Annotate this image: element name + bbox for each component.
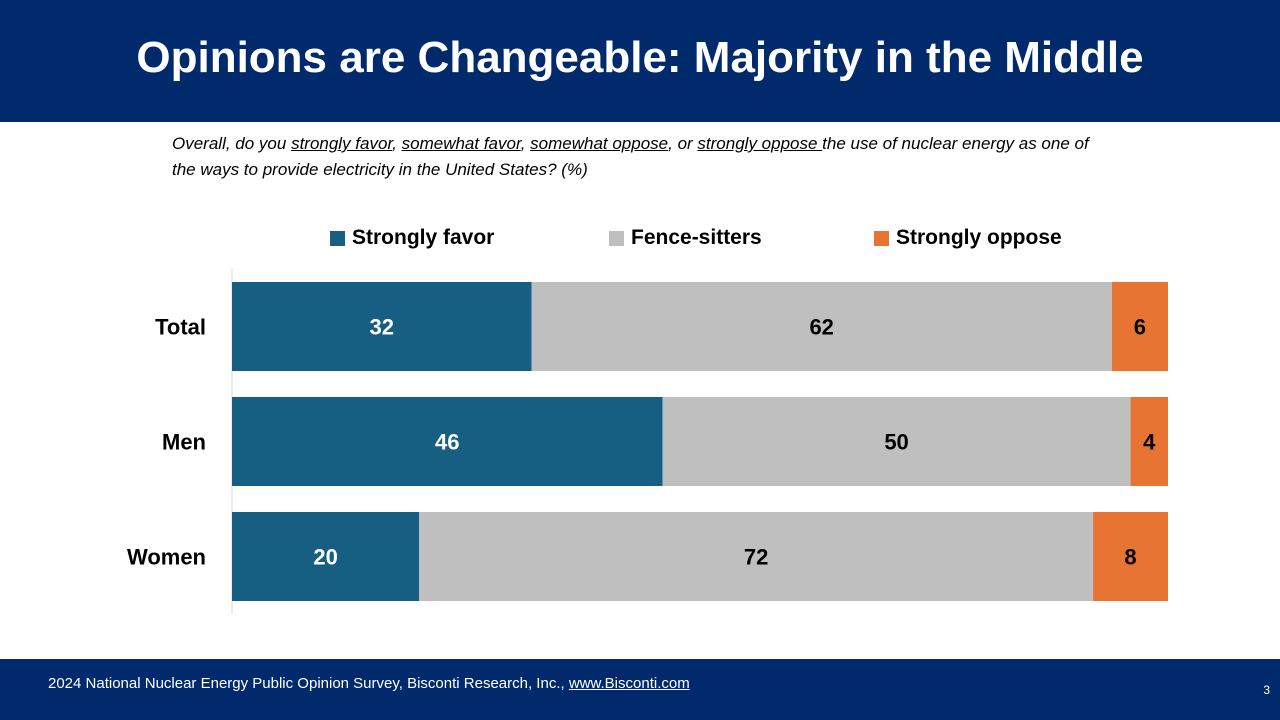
data-label: 46 <box>435 430 459 455</box>
data-label: 8 <box>1124 545 1136 570</box>
question-separator: , <box>392 134 402 153</box>
category-label: Men <box>162 430 206 455</box>
question-option-strongly-oppose: strongly oppose <box>697 134 823 153</box>
footer-bar: 2024 National Nuclear Energy Public Opin… <box>0 659 1280 720</box>
question-option-somewhat-favor: somewhat favor <box>401 134 521 153</box>
question-suffix: the use of nuclear energy as one of the … <box>172 134 1089 179</box>
page-title: Opinions are Changeable: Majority in the… <box>136 33 1144 82</box>
category-label: Total <box>155 315 206 340</box>
question-prefix: Overall, do you <box>172 134 292 153</box>
page-number: 3 <box>1263 683 1270 697</box>
bar-segment-strongly-oppose <box>1130 397 1168 486</box>
legend-label: Fence-sitters <box>631 226 762 249</box>
category-label: Women <box>127 545 206 570</box>
chart-legend: Strongly favor Fence-sitters Strongly op… <box>0 224 1280 252</box>
legend-swatch-strongly-oppose <box>874 230 889 246</box>
data-label: 6 <box>1134 315 1146 340</box>
header-bar: Opinions are Changeable: Majority in the… <box>0 0 1280 122</box>
question-separator: , or <box>668 134 698 153</box>
survey-question: Overall, do you strongly favor, somewhat… <box>172 131 1102 183</box>
source-citation: 2024 National Nuclear Energy Public Opin… <box>48 675 690 692</box>
bar-segment-strongly-oppose <box>1093 512 1168 601</box>
legend-item-strongly-oppose: Strongly oppose <box>874 224 1062 252</box>
legend-label: Strongly oppose <box>896 226 1062 249</box>
bar-segment-strongly-oppose <box>1111 282 1168 371</box>
legend-item-strongly-favor: Strongly favor <box>330 224 494 252</box>
bar-segment-strongly-favor <box>232 282 532 371</box>
bar-segment-fence-sitters <box>419 512 1094 601</box>
data-label: 62 <box>809 315 833 340</box>
bar-segment-strongly-favor <box>232 512 420 601</box>
question-option-strongly-favor: strongly favor <box>291 134 393 153</box>
legend-label: Strongly favor <box>352 226 495 249</box>
data-label: 32 <box>370 315 394 340</box>
source-text: 2024 National Nuclear Energy Public Opin… <box>48 675 569 692</box>
legend-swatch-fence-sitters <box>609 230 624 246</box>
bar-segment-fence-sitters <box>531 282 1112 371</box>
data-label: 72 <box>744 545 768 570</box>
data-label: 50 <box>884 430 908 455</box>
legend-swatch-strongly-favor <box>330 230 345 246</box>
source-link[interactable]: www.Bisconti.com <box>568 675 690 692</box>
data-label: 20 <box>313 545 337 570</box>
legend-item-fence-sitters: Fence-sitters <box>609 224 762 252</box>
bar-segment-fence-sitters <box>662 397 1131 486</box>
question-separator: , <box>520 134 531 153</box>
data-label: 4 <box>1143 430 1156 455</box>
question-option-somewhat-oppose: somewhat oppose <box>530 134 669 153</box>
bar-segment-strongly-favor <box>232 397 663 486</box>
